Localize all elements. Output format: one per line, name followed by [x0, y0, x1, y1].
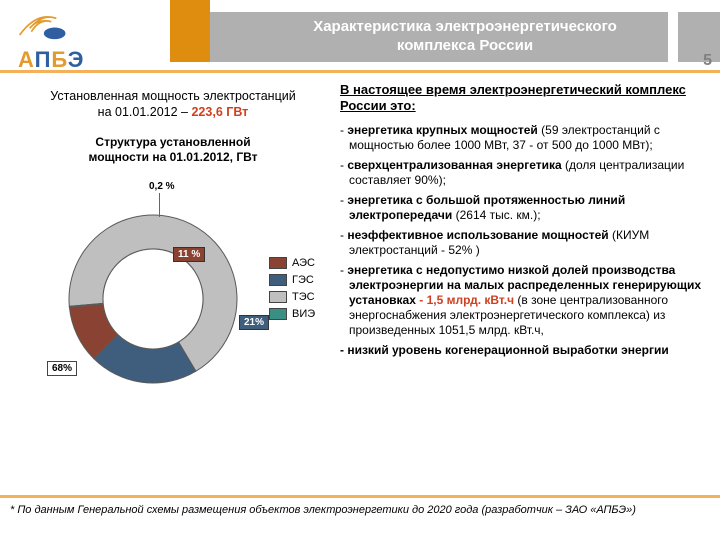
legend-label: ВИЭ	[292, 308, 315, 320]
header-grey-bar: Характеристика электроэнергетического ко…	[210, 12, 720, 62]
b6: низкий уровень когенерационной выработки…	[347, 343, 668, 357]
logo: АПБЭ	[18, 8, 158, 73]
bullet-5: - энергетика с недопустимо низкой долей …	[340, 263, 710, 338]
slide-title: Характеристика электроэнергетического ко…	[313, 18, 617, 56]
header-orange-band	[170, 0, 210, 62]
capacity-caption: Установленная мощность электростанций на…	[18, 88, 328, 121]
right-heading: В настоящее время электроэнергетический …	[340, 82, 710, 115]
b1-bold: энергетика крупных мощностей	[347, 123, 537, 137]
caption-a: Установленная мощность электростанций	[50, 89, 295, 103]
right-column: В настоящее время электроэнергетический …	[340, 82, 710, 363]
subcap-b: мощности на 01.01.2012, ГВт	[88, 150, 257, 164]
slice-label-vie: 0,2 %	[149, 181, 175, 192]
left-column: Установленная мощность электростанций на…	[18, 88, 328, 431]
b4-bold: неэффективное использование мощностей	[347, 228, 608, 242]
logo-swirl-icon	[18, 8, 68, 42]
pct-label-ГЭС: 21%	[239, 315, 269, 330]
bullet-1: - энергетика крупных мощностей (59 элект…	[340, 123, 710, 153]
legend-label: ГЭС	[292, 274, 314, 286]
legend-swatch	[269, 274, 287, 286]
legend: АЭС ГЭС ТЭС ВИЭ	[269, 257, 315, 325]
footnote: * По данным Генеральной схемы размещения…	[10, 504, 636, 516]
leader-line	[159, 193, 160, 217]
subcap-a: Структура установленной	[95, 135, 250, 149]
legend-item-АЭС: АЭС	[269, 257, 315, 269]
legend-item-ТЭС: ТЭС	[269, 291, 315, 303]
caption-value: 223,6 ГВт	[191, 105, 248, 119]
legend-label: АЭС	[292, 257, 315, 269]
legend-swatch	[269, 257, 287, 269]
chart-subtitle: Структура установленной мощности на 01.0…	[18, 135, 328, 165]
header-gap	[668, 10, 678, 62]
b5-hl: - 1,5 млрд. кВт.ч	[416, 293, 517, 307]
legend-swatch	[269, 291, 287, 303]
b2-bold: сверхцентрализованная энергетика	[347, 158, 561, 172]
title-line2: комплекса России	[397, 37, 533, 54]
orange-rule-bottom	[0, 495, 720, 498]
pct-label-ТЭС: 68%	[47, 361, 77, 376]
donut-chart: 0,2 % АЭСГЭСТЭСВИЭ 68%21%11 %	[43, 171, 303, 431]
caption-b: на 01.01.2012 –	[98, 105, 188, 119]
bullet-2: - сверхцентрализованная энергетика (доля…	[340, 158, 710, 188]
bullet-6: - низкий уровень когенерационной выработ…	[340, 343, 710, 358]
donut-svg	[53, 199, 253, 399]
bullet-3: - энергетика с большой протяженностью ли…	[340, 193, 710, 223]
legend-item-ГЭС: ГЭС	[269, 274, 315, 286]
legend-swatch	[269, 308, 287, 320]
pct-label-АЭС: 11 %	[173, 247, 205, 262]
orange-rule-top	[0, 70, 720, 73]
b3-rest: (2614 тыс. км.);	[452, 208, 540, 222]
bullet-4: - неэффективное использование мощностей …	[340, 228, 710, 258]
legend-label: ТЭС	[292, 291, 315, 303]
page-number: 5	[703, 52, 712, 70]
legend-item-ВИЭ: ВИЭ	[269, 308, 315, 320]
title-line1: Характеристика электроэнергетического	[313, 18, 617, 35]
